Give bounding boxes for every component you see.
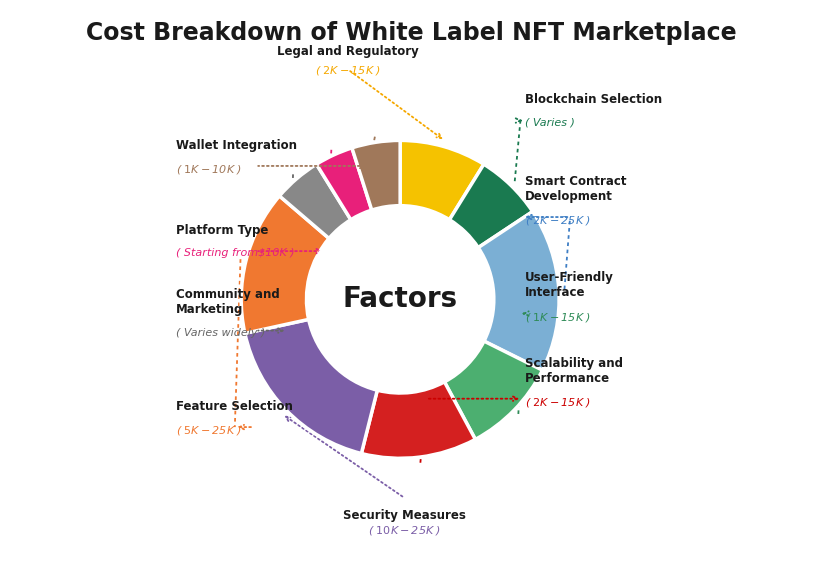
Text: Legal and Regulatory: Legal and Regulatory (277, 45, 419, 58)
Wedge shape (361, 382, 476, 458)
Text: Community and
Marketing: Community and Marketing (176, 289, 280, 316)
Text: Wallet Integration: Wallet Integration (176, 139, 297, 151)
Text: Cost Breakdown of White Label NFT Marketplace: Cost Breakdown of White Label NFT Market… (86, 21, 737, 45)
Text: ( $5K-$25K ): ( $5K-$25K ) (176, 425, 242, 437)
Wedge shape (444, 341, 542, 439)
Text: Scalability and
Performance: Scalability and Performance (525, 357, 623, 385)
Text: ( $10K-$25K ): ( $10K-$25K ) (368, 524, 441, 537)
Text: ( Varies ): ( Varies ) (525, 118, 575, 128)
Wedge shape (280, 164, 351, 238)
Circle shape (306, 206, 494, 393)
Text: Factors: Factors (342, 285, 458, 313)
Text: Feature Selection: Feature Selection (176, 400, 293, 413)
Text: Platform Type: Platform Type (176, 224, 268, 237)
Text: ( $2K-$15K ): ( $2K-$15K ) (315, 64, 381, 77)
Wedge shape (241, 196, 329, 334)
Wedge shape (245, 319, 377, 453)
Text: User-Friendly
Interface: User-Friendly Interface (525, 271, 614, 300)
Text: ( Varies widely ): ( Varies widely ) (176, 328, 265, 338)
Text: ( $2K-$15K ): ( $2K-$15K ) (525, 396, 591, 409)
Text: Security Measures: Security Measures (343, 509, 466, 522)
Text: ( $2K-$25K ): ( $2K-$25K ) (525, 214, 591, 227)
Text: ( $1K-$10K ): ( $1K-$10K ) (176, 163, 242, 176)
Text: Blockchain Selection: Blockchain Selection (525, 93, 663, 107)
Wedge shape (317, 148, 372, 219)
Text: ( $1K-$15K ): ( $1K-$15K ) (525, 310, 591, 324)
Text: Smart Contract
Development: Smart Contract Development (525, 175, 626, 203)
Text: ( Starting from$10K ): ( Starting from$10K ) (176, 248, 295, 258)
Wedge shape (449, 164, 532, 248)
Wedge shape (400, 141, 484, 219)
Wedge shape (352, 141, 400, 210)
Wedge shape (478, 211, 559, 370)
